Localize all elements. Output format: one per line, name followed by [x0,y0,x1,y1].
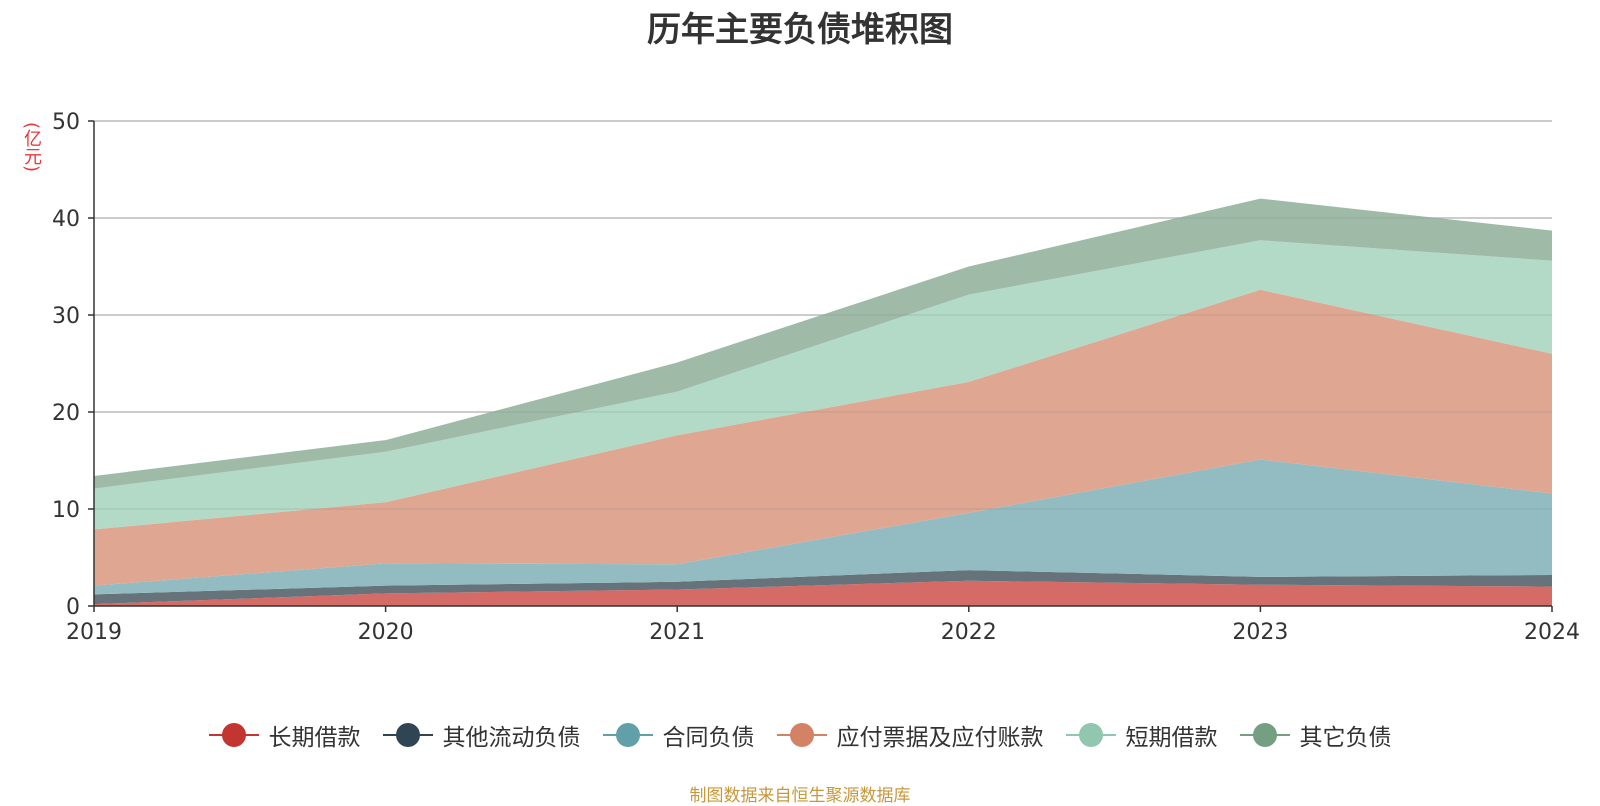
y-axis-unit-label: (亿元) [21,122,42,173]
legend-item[interactable]: 合同负债 [602,718,755,752]
x-tick-label: 2022 [941,620,997,645]
area-series-应付票据及应付账款 [94,289,1552,586]
y-tick-label: 50 [52,110,80,135]
legend-label: 短期借款 [1125,725,1218,751]
area-series-短期借款 [94,240,1552,530]
legend-item[interactable]: 其它负债 [1239,718,1392,752]
legend-marker-icon [1239,723,1290,747]
legend-marker-icon [208,723,259,747]
x-tick-label: 2023 [1232,620,1288,645]
data-source-note: 制图数据来自恒生聚源数据库 [689,786,911,806]
legend-marker-icon [382,723,433,747]
area-series-其它负债 [94,198,1552,489]
y-tick-label: 10 [52,498,80,523]
chart-legend: 长期借款 其他流动负债 合同负债 应付票据及应付账款 短期借款 其它负债 [0,718,1600,752]
area-series-合同负债 [94,459,1552,595]
y-tick-label: 0 [66,595,80,620]
legend-label: 应付票据及应付账款 [836,725,1044,751]
x-tick-label: 2021 [649,620,705,645]
y-tick-label: 30 [52,304,80,329]
legend-label: 其他流动负债 [442,725,581,751]
legend-marker-icon [602,723,653,747]
x-tick-label: 2024 [1524,620,1580,645]
legend-marker-icon [776,723,827,747]
legend-item[interactable]: 长期借款 [208,718,361,752]
legend-label: 其它负债 [1299,725,1392,751]
chart-title: 历年主要负债堆积图 [647,10,953,50]
y-tick-label: 40 [52,207,80,232]
legend-item[interactable]: 短期借款 [1065,718,1218,752]
legend-item[interactable]: 其他流动负债 [382,718,581,752]
y-tick-label: 20 [52,401,80,426]
area-series-其他流动负债 [94,570,1552,605]
legend-label: 合同负债 [662,725,755,751]
legend-item[interactable]: 应付票据及应付账款 [776,718,1044,752]
legend-marker-icon [1065,723,1116,747]
area-series-长期借款 [94,580,1552,606]
legend-label: 长期借款 [268,725,361,751]
x-tick-label: 2019 [66,620,122,645]
x-tick-label: 2020 [358,620,414,645]
